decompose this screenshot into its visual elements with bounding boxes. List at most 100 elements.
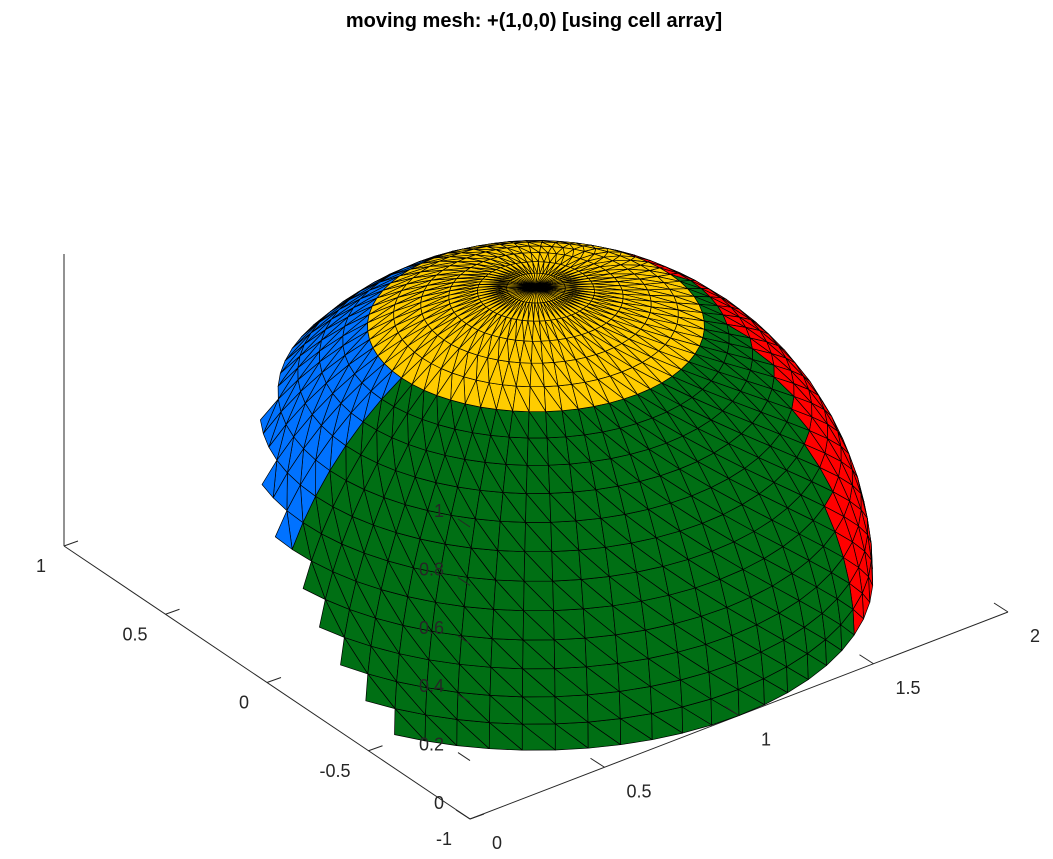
mesh-face [361, 363, 385, 392]
mesh-face [590, 461, 619, 491]
mesh-face [297, 361, 321, 392]
mesh-face [299, 329, 326, 357]
mesh-face [525, 493, 552, 523]
mesh-face [636, 423, 667, 450]
mesh-face [491, 609, 524, 641]
mesh-face [575, 520, 606, 551]
mesh-face [800, 494, 825, 521]
mesh-face [522, 668, 556, 698]
mesh-face [523, 320, 533, 342]
mesh-face [332, 543, 357, 582]
mesh-face [670, 502, 703, 532]
mesh-face [470, 518, 499, 551]
mesh-face [475, 357, 490, 384]
mesh-face [424, 307, 452, 326]
mesh-face [496, 298, 517, 316]
x-tick-label: 0.5 [627, 781, 652, 801]
mesh-face [372, 332, 399, 357]
z-tick-label: 0.8 [419, 559, 444, 579]
mesh-face [341, 516, 365, 554]
mesh-face [501, 299, 520, 318]
mesh-face [396, 653, 428, 689]
mesh-face [391, 412, 409, 445]
mesh-face [394, 290, 425, 305]
mesh-face [783, 639, 808, 668]
mesh-face [340, 637, 369, 675]
mesh-face [791, 573, 817, 601]
mesh-face [260, 398, 279, 434]
mesh-face [430, 344, 452, 369]
mesh-face [423, 282, 454, 292]
mesh-face [803, 626, 826, 655]
mesh-face [836, 598, 854, 626]
x-tick-label: 2 [1030, 626, 1040, 646]
mesh-face [578, 549, 610, 580]
mesh-face [325, 364, 350, 394]
mesh-face [823, 546, 844, 573]
mesh-face [277, 379, 299, 413]
mesh-face [577, 408, 603, 436]
mesh-face [450, 486, 476, 520]
mesh-face [407, 329, 433, 353]
mesh-face [393, 307, 422, 327]
mesh-face [477, 284, 508, 288]
mesh-face [286, 484, 304, 523]
mesh-face [397, 319, 425, 340]
mesh-face [737, 689, 765, 716]
mesh-face [587, 721, 621, 749]
mesh-face [456, 719, 490, 750]
mesh-face [728, 443, 759, 469]
mesh-face [527, 411, 548, 439]
mesh-face [344, 339, 370, 366]
mesh-face [377, 339, 403, 364]
mesh-face [349, 580, 376, 619]
mesh-face [505, 300, 522, 319]
mesh-face [602, 431, 631, 459]
mesh-face [612, 605, 646, 636]
mesh-face [332, 412, 352, 447]
mesh-face [700, 615, 733, 645]
mesh-face [506, 319, 518, 341]
mesh-face [449, 295, 479, 309]
mesh-face [490, 638, 524, 670]
mesh-face [496, 384, 514, 412]
mesh-face [666, 411, 699, 437]
mesh-face [492, 297, 515, 315]
mesh-face [551, 551, 582, 582]
mesh-face [321, 403, 342, 437]
mesh-face [321, 354, 346, 384]
mesh-face [376, 406, 395, 439]
mesh-face [407, 567, 436, 603]
mesh-face [443, 323, 467, 345]
mesh-face [482, 294, 510, 308]
mesh-face [342, 322, 368, 347]
mesh-face [450, 326, 473, 349]
mesh-face [280, 391, 301, 425]
mesh-face [377, 437, 396, 471]
mesh-face [404, 476, 428, 511]
mesh-face [629, 453, 661, 482]
axis-ticks: 0 0.2 0.4 0.6 0.8 1 -1 -0.5 0 0.5 1 0 0.5 1 1.5 2 [36, 501, 1040, 853]
mesh-face [582, 608, 616, 639]
tick-mark [993, 602, 1009, 613]
mesh-face [427, 311, 455, 331]
mesh-face [387, 532, 414, 569]
mesh-face [421, 339, 445, 364]
mesh-face [344, 305, 373, 327]
mesh-face [477, 334, 493, 359]
mesh-face [375, 589, 404, 626]
mesh-face [423, 368, 442, 396]
mesh-face [342, 314, 370, 337]
mesh-face [728, 478, 760, 505]
mesh-face [741, 504, 773, 532]
mesh-face [553, 610, 586, 641]
mesh-face [380, 560, 409, 597]
mesh-face [401, 357, 423, 385]
tick-mark [724, 706, 740, 716]
mesh-face [726, 607, 757, 636]
mesh-face [293, 414, 313, 450]
mesh-face [610, 458, 641, 487]
mesh-face [615, 634, 649, 664]
mesh-face [528, 386, 547, 413]
mesh-face [479, 462, 504, 493]
